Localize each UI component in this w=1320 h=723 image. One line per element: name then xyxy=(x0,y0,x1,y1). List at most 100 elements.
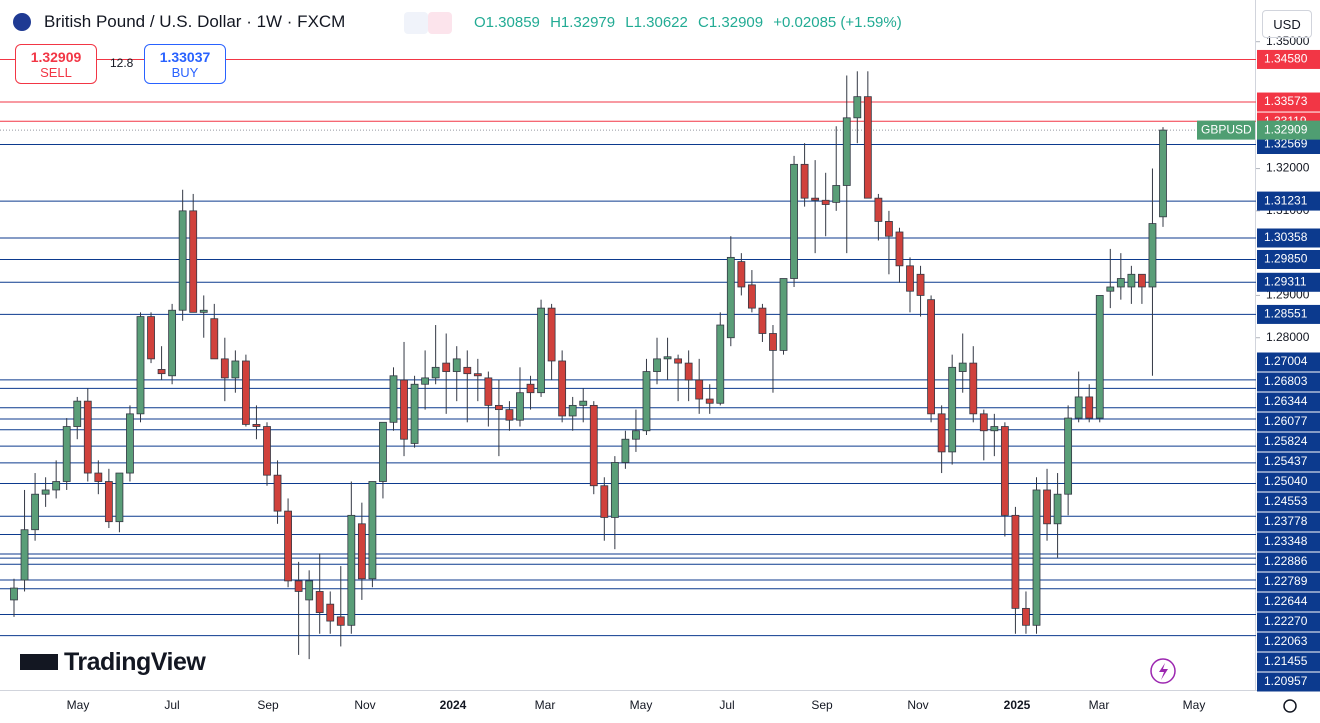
candle-body xyxy=(568,404,577,417)
brand-logo: TradingView xyxy=(64,648,206,676)
candle-body xyxy=(779,278,788,351)
candle-body xyxy=(832,185,841,203)
symbol-label: GBPUSD xyxy=(1201,122,1252,136)
logo-mark xyxy=(20,654,58,670)
level-label-box xyxy=(1257,272,1320,292)
level-label: 1.33573 xyxy=(1264,94,1308,108)
alert-icon[interactable] xyxy=(1150,658,1176,684)
level-label-box xyxy=(1257,432,1320,452)
level-label: 1.26803 xyxy=(1264,374,1308,388)
level-label-box xyxy=(1257,572,1320,592)
candle-body xyxy=(842,117,851,186)
candle-body xyxy=(31,493,39,531)
candle-body xyxy=(400,379,408,440)
candle-body xyxy=(104,481,113,523)
last-price-box xyxy=(1257,120,1320,140)
candle-body xyxy=(126,413,134,474)
level-label-box xyxy=(1257,472,1320,492)
candle-body xyxy=(927,299,935,415)
candle-body xyxy=(1022,607,1030,626)
candle-body xyxy=(1064,417,1073,495)
candle-body xyxy=(94,472,103,482)
candle-body xyxy=(916,273,925,296)
compare-button[interactable] xyxy=(404,12,428,34)
candle-body xyxy=(758,307,767,334)
x-tick-label: Jul xyxy=(719,698,734,712)
candle-body xyxy=(737,261,746,288)
y-tick-label: 1.28000 xyxy=(1266,330,1310,344)
candle-body xyxy=(1127,273,1136,288)
candle-body xyxy=(1053,493,1062,525)
level-label: 1.23348 xyxy=(1264,534,1308,548)
candle-body xyxy=(1000,426,1009,516)
candle-body xyxy=(379,421,387,482)
candle-body xyxy=(83,400,92,474)
candle-body xyxy=(885,221,893,237)
candle-body xyxy=(315,591,324,614)
level-label-box xyxy=(1257,304,1320,324)
spread: 12.8 xyxy=(110,56,134,70)
candle-body xyxy=(684,362,693,381)
candle-body xyxy=(147,316,155,360)
candle-body xyxy=(157,369,166,375)
level-label: 1.25040 xyxy=(1264,474,1308,488)
candle-body xyxy=(210,318,219,360)
x-tick-label: Sep xyxy=(257,698,279,712)
candle-body xyxy=(347,514,356,626)
lightning-glyph xyxy=(1159,663,1168,680)
axes: 1.350001.320001.310001.290001.280001.345… xyxy=(67,34,1320,712)
symbol-label-box xyxy=(1197,120,1255,140)
level-label: 1.27004 xyxy=(1264,354,1308,368)
level-label-box xyxy=(1257,249,1320,269)
buy-button[interactable]: 1.33037 BUY xyxy=(144,44,226,84)
indicator-button[interactable] xyxy=(428,12,452,34)
x-tick-label: Nov xyxy=(354,698,375,712)
level-label: 1.29850 xyxy=(1264,252,1308,266)
level-label: 1.34580 xyxy=(1264,52,1308,66)
candle-body xyxy=(189,210,198,313)
ohlc-open: O1.30859 xyxy=(474,14,540,31)
candle-body xyxy=(821,199,830,205)
candle-body xyxy=(653,358,661,372)
level-label: 1.22886 xyxy=(1264,554,1308,568)
buy-label: BUY xyxy=(171,65,199,80)
level-label: 1.22270 xyxy=(1264,614,1308,628)
candle-body xyxy=(579,400,588,406)
level-label-box xyxy=(1257,492,1320,512)
settings-icon[interactable] xyxy=(1283,699,1297,713)
candle-body xyxy=(906,265,914,292)
candle-body xyxy=(1116,278,1125,288)
candle-body xyxy=(948,366,957,453)
candle-body xyxy=(431,366,440,379)
ohlc-high: H1.32979 xyxy=(550,14,616,31)
candle-body xyxy=(547,307,556,362)
x-tick-label: Mar xyxy=(535,698,556,712)
level-label: 1.23778 xyxy=(1264,514,1308,528)
sell-price: 1.32909 xyxy=(30,49,82,65)
candle-body xyxy=(294,580,303,592)
candle-body xyxy=(979,413,988,432)
candle-body xyxy=(663,356,672,360)
candle-body xyxy=(305,580,314,601)
level-label-box xyxy=(1257,228,1320,248)
level-label: 1.28551 xyxy=(1264,307,1308,321)
candle-body xyxy=(1138,273,1146,288)
candle-body xyxy=(632,430,640,440)
candle-body xyxy=(589,404,598,487)
level-label-box xyxy=(1257,412,1320,432)
candle-body xyxy=(73,400,82,427)
candle-body xyxy=(136,316,145,415)
ohlc-readout: O1.30859 H1.32979 L1.30622 C1.32909 +0.0… xyxy=(474,14,908,31)
level-label-box xyxy=(1257,191,1320,211)
level-label: 1.30358 xyxy=(1264,230,1308,244)
candle-body xyxy=(1032,489,1041,626)
level-label-box xyxy=(1257,134,1320,154)
sell-button[interactable]: 1.32909 SELL xyxy=(15,44,97,84)
x-tick-label: 2025 xyxy=(1004,698,1031,712)
candle-body xyxy=(168,309,177,377)
candle-body xyxy=(389,375,398,423)
currency-selector[interactable]: USD xyxy=(1262,10,1312,38)
x-tick-label: Nov xyxy=(907,698,928,712)
